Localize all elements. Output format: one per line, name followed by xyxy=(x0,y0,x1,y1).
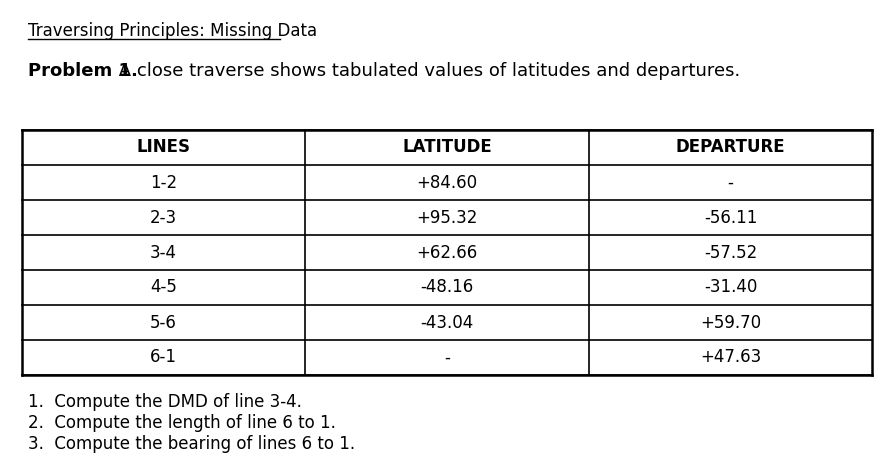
Text: +95.32: +95.32 xyxy=(417,209,477,227)
Text: 2.  Compute the length of line 6 to 1.: 2. Compute the length of line 6 to 1. xyxy=(28,414,336,432)
Text: 2-3: 2-3 xyxy=(150,209,177,227)
Text: -31.40: -31.40 xyxy=(704,278,757,296)
Text: LINES: LINES xyxy=(137,138,190,157)
Text: LATITUDE: LATITUDE xyxy=(402,138,492,157)
Text: -48.16: -48.16 xyxy=(420,278,474,296)
Text: 3.  Compute the bearing of lines 6 to 1.: 3. Compute the bearing of lines 6 to 1. xyxy=(28,435,355,453)
Text: 5-6: 5-6 xyxy=(150,313,177,331)
Text: -43.04: -43.04 xyxy=(420,313,474,331)
Text: DEPARTURE: DEPARTURE xyxy=(676,138,785,157)
Text: 1-2: 1-2 xyxy=(150,174,177,192)
Text: +47.63: +47.63 xyxy=(700,348,761,366)
Text: +59.70: +59.70 xyxy=(700,313,761,331)
Text: 6-1: 6-1 xyxy=(150,348,177,366)
Text: 4-5: 4-5 xyxy=(150,278,177,296)
Text: +62.66: +62.66 xyxy=(417,244,477,261)
Text: Problem 1.: Problem 1. xyxy=(28,62,138,80)
Text: -: - xyxy=(728,174,733,192)
Text: 3-4: 3-4 xyxy=(150,244,177,261)
Text: -56.11: -56.11 xyxy=(704,209,757,227)
Text: 1.  Compute the DMD of line 3-4.: 1. Compute the DMD of line 3-4. xyxy=(28,393,302,411)
Text: -: - xyxy=(444,348,450,366)
Text: +84.60: +84.60 xyxy=(417,174,477,192)
Text: -57.52: -57.52 xyxy=(704,244,757,261)
Text: Traversing Principles: Missing Data: Traversing Principles: Missing Data xyxy=(28,22,317,40)
Text: A close traverse shows tabulated values of latitudes and departures.: A close traverse shows tabulated values … xyxy=(113,62,740,80)
